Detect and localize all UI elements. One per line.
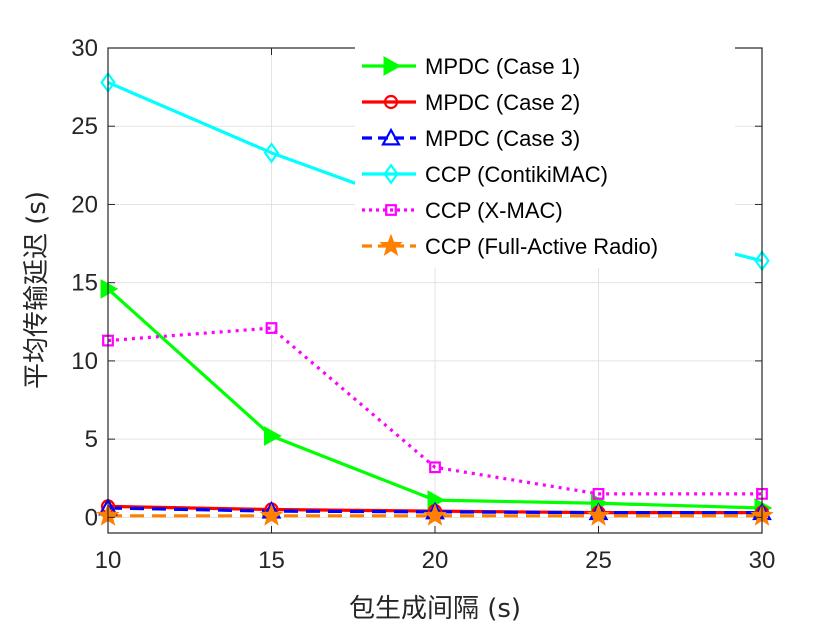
- x-axis-label: 包生成间隔 (s): [349, 594, 521, 624]
- legend-label-2: MPDC (Case 3): [425, 126, 580, 151]
- legend-marker-1: [383, 94, 399, 110]
- data-point-0-0: [100, 279, 119, 299]
- y-tick-label: 30: [71, 35, 98, 62]
- axis-ticks: 10 15 20 25 30 0 5 10 15 20 25 30: [71, 35, 775, 574]
- legend-marker-5: [379, 233, 403, 257]
- data-point-3-1: [263, 142, 280, 164]
- series-line-4: [107, 326, 762, 496]
- legend-marker-0: [383, 56, 402, 76]
- y-tick-label: 20: [71, 191, 98, 218]
- legend-marker-3: [383, 163, 399, 185]
- legend-label-1: MPDC (Case 2): [425, 90, 580, 115]
- x-tick-label: 30: [749, 547, 776, 574]
- legend-label-4: CCP (X-MAC): [425, 198, 563, 223]
- y-tick-label: 5: [85, 426, 98, 453]
- legend-label-5: CCP (Full-Active Radio): [425, 234, 658, 259]
- series-markers: [96, 71, 774, 526]
- data-point-4-1: [265, 322, 278, 334]
- data-point-0-1: [264, 426, 282, 446]
- data-point-5-2: [423, 503, 447, 526]
- legend-marker-2: [381, 127, 401, 146]
- x-tick-label: 25: [585, 547, 612, 574]
- legend-marker-4: [385, 204, 397, 216]
- legend: MPDC (Case 1) MPDC (Case 2) MPDC (Case 3) C…: [355, 46, 735, 268]
- legend-label-0: MPDC (Case 1): [425, 54, 580, 79]
- y-axis-label: 平均传输延迟 (s): [22, 191, 52, 389]
- x-tick-label: 20: [422, 547, 449, 574]
- data-point-4-3: [592, 487, 605, 500]
- y-tick-label: 25: [71, 113, 98, 140]
- y-tick-label: 0: [85, 504, 98, 531]
- x-tick-label: 10: [95, 547, 122, 574]
- legend-box: [355, 46, 735, 268]
- data-point-5-3: [586, 503, 611, 526]
- data-point-4-2: [429, 461, 441, 474]
- legend-label-3: CCP (ContikiMAC): [425, 162, 608, 187]
- data-point-5-1: [259, 503, 284, 526]
- y-tick-label: 15: [71, 270, 98, 297]
- y-tick-label: 10: [71, 348, 98, 375]
- x-tick-label: 15: [258, 547, 285, 574]
